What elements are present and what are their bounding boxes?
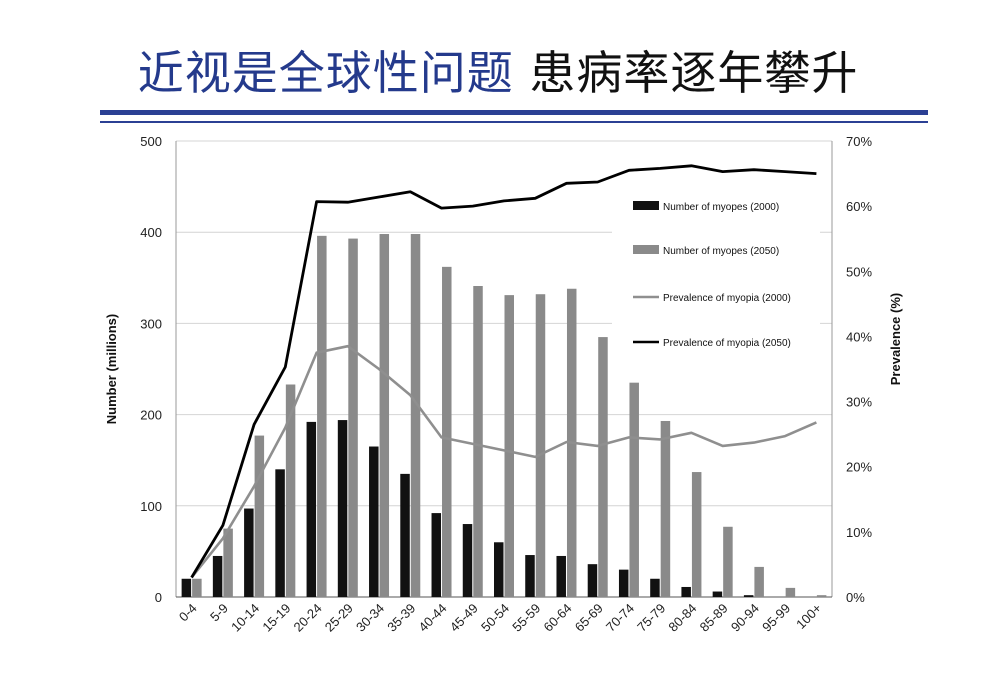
bar-2000 bbox=[525, 555, 535, 597]
y-tick-label: 200 bbox=[140, 408, 162, 423]
y-tick-label: 500 bbox=[140, 134, 162, 149]
y2-tick-label: 70% bbox=[846, 134, 872, 149]
x-tick-label: 45-49 bbox=[447, 601, 481, 635]
legend-label: Prevalence of myopia (2050) bbox=[663, 338, 791, 349]
bar-2050 bbox=[379, 234, 390, 598]
line-prevalence-2000 bbox=[190, 344, 817, 579]
x-tick-label: 70-74 bbox=[603, 601, 637, 635]
x-tick-label: 75-79 bbox=[634, 601, 668, 635]
legend-label: Number of myopes (2050) bbox=[663, 246, 779, 257]
bar-2050 bbox=[535, 294, 546, 597]
y-axis-title: Number (millions) bbox=[104, 314, 119, 425]
bar-2050 bbox=[660, 420, 671, 597]
y2-tick-label: 60% bbox=[846, 199, 872, 214]
bar-2000 bbox=[369, 446, 379, 597]
bar-2050 bbox=[723, 526, 733, 597]
x-tick-label: 85-89 bbox=[697, 601, 731, 635]
x-tick-label: 55-59 bbox=[509, 601, 543, 635]
x-tick-label: 35-39 bbox=[384, 601, 418, 635]
bar-2050 bbox=[410, 234, 421, 598]
y-tick-label: 300 bbox=[140, 316, 162, 331]
bar-2000 bbox=[275, 469, 285, 597]
bar-2050 bbox=[691, 472, 702, 597]
bar-2000 bbox=[556, 555, 566, 597]
bar-2000 bbox=[587, 564, 598, 597]
bar-2000 bbox=[681, 586, 691, 597]
bar-2050 bbox=[598, 337, 608, 597]
y2-tick-label: 40% bbox=[846, 329, 872, 344]
bar-2000 bbox=[494, 542, 504, 597]
title-underline-thin bbox=[100, 121, 928, 123]
line-prevalence-2050 bbox=[190, 164, 817, 579]
x-tick-label: 15-19 bbox=[259, 601, 293, 635]
y-tick-label: 0 bbox=[155, 590, 162, 605]
bar-2050 bbox=[816, 595, 827, 597]
bar-2000 bbox=[618, 569, 629, 597]
y2-tick-label: 50% bbox=[846, 264, 872, 279]
bar-2050 bbox=[317, 235, 327, 597]
bar-2050 bbox=[223, 528, 233, 597]
x-tick-label: 0-4 bbox=[176, 601, 200, 625]
y2-axis-title: Prevalence (%) bbox=[888, 293, 903, 386]
bar-2050 bbox=[473, 286, 483, 597]
x-tick-label: 5-9 bbox=[207, 601, 231, 625]
bar-2000 bbox=[181, 578, 192, 597]
bar-2050 bbox=[285, 384, 296, 597]
bar-2000 bbox=[650, 578, 660, 597]
y2-tick-label: 30% bbox=[846, 395, 872, 410]
slide-title-black: 患病率逐年攀升 bbox=[529, 46, 859, 100]
title-underline-thick bbox=[100, 110, 928, 115]
x-tick-label: 100+ bbox=[793, 601, 824, 632]
x-tick-label: 30-34 bbox=[353, 601, 387, 635]
x-tick-label: 40-44 bbox=[416, 601, 450, 635]
y-tick-label: 400 bbox=[140, 225, 162, 240]
bar-2000 bbox=[337, 420, 348, 597]
bar-2050 bbox=[348, 238, 358, 598]
y2-tick-label: 0% bbox=[846, 590, 865, 605]
bar-2050 bbox=[785, 587, 796, 597]
y2-tick-label: 20% bbox=[846, 460, 872, 475]
bar-2000 bbox=[244, 508, 254, 597]
legend-box bbox=[612, 186, 820, 354]
bar-2000 bbox=[400, 473, 410, 597]
bar-2050 bbox=[254, 435, 265, 597]
x-tick-label: 10-14 bbox=[228, 601, 262, 635]
bar-2000 bbox=[431, 513, 442, 597]
bar-2000 bbox=[712, 591, 723, 597]
slide-title: 近视是全球性问题 患病率逐年攀升 bbox=[0, 38, 996, 108]
bar-2050 bbox=[442, 266, 452, 597]
legend-label: Number of myopes (2000) bbox=[663, 202, 779, 213]
x-tick-label: 95-99 bbox=[759, 601, 793, 635]
x-tick-label: 60-64 bbox=[540, 601, 574, 635]
bar-2000 bbox=[212, 555, 223, 597]
bar-2000 bbox=[306, 421, 317, 597]
x-tick-label: 20-24 bbox=[291, 601, 325, 635]
bar-2050 bbox=[192, 578, 202, 597]
legend-swatch bbox=[633, 245, 659, 254]
x-tick-label: 80-84 bbox=[665, 601, 699, 635]
x-tick-label: 50-54 bbox=[478, 601, 512, 635]
x-tick-label: 25-29 bbox=[322, 601, 356, 635]
slide-title-blue: 近视是全球性问题 bbox=[137, 46, 514, 100]
x-tick-label: 90-94 bbox=[728, 601, 762, 635]
legend-label: Prevalence of myopia (2000) bbox=[663, 293, 791, 304]
bar-2000 bbox=[743, 595, 754, 597]
bar-2050 bbox=[629, 382, 639, 597]
legend-swatch bbox=[633, 201, 659, 210]
bar-2050 bbox=[504, 295, 514, 597]
y-tick-label: 100 bbox=[140, 499, 162, 514]
x-tick-label: 65-69 bbox=[572, 601, 606, 635]
bar-2050 bbox=[754, 566, 764, 597]
y2-tick-label: 10% bbox=[846, 525, 872, 540]
bar-2000 bbox=[462, 524, 473, 597]
